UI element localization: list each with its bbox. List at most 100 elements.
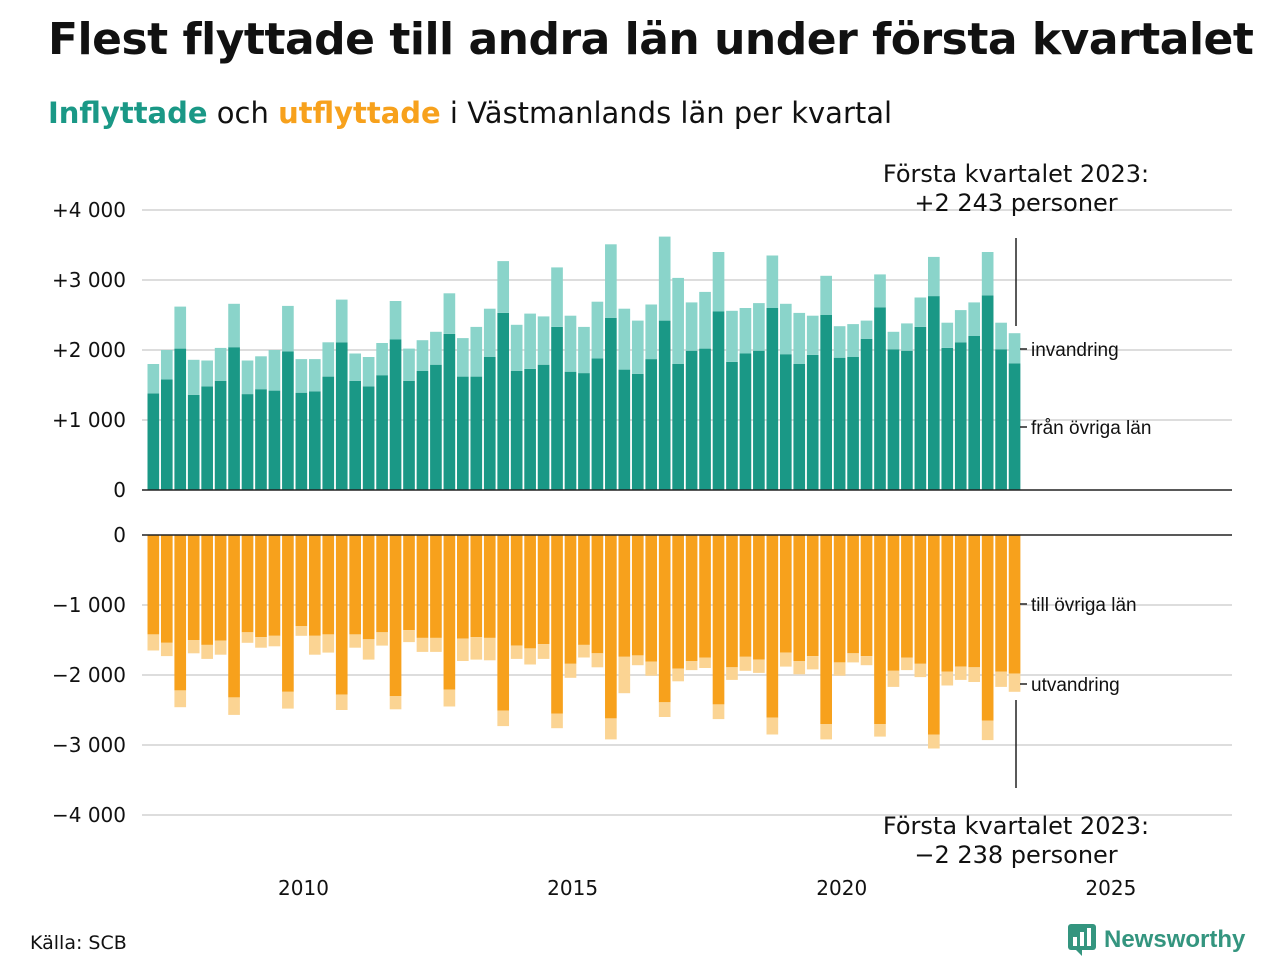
bar-utvandring <box>457 638 469 661</box>
bar-utvandring <box>699 657 711 668</box>
newsworthy-logo[interactable]: Newsworthy <box>1068 924 1245 956</box>
bar-fran-ovriga-lan <box>605 317 617 490</box>
bar-fran-ovriga-lan <box>954 342 967 490</box>
bar-fran-ovriga-lan <box>887 349 900 490</box>
bar-till-ovriga-lan <box>605 535 617 719</box>
bar-fran-ovriga-lan <box>470 376 483 490</box>
annotation-bottom-line1: Första kvartalet 2023: <box>883 812 1149 840</box>
bar-fran-ovriga-lan <box>578 373 590 490</box>
annotation-top-line2: +2 243 personer <box>914 189 1117 217</box>
bar-utvandring <box>255 637 267 648</box>
lower-y-tick-label: −1 000 <box>52 593 126 617</box>
bar-till-ovriga-lan <box>645 535 658 662</box>
bar-till-ovriga-lan <box>564 535 577 664</box>
bar-invandring <box>282 305 294 352</box>
bar-invandring <box>322 342 335 377</box>
bar-till-ovriga-lan <box>954 535 967 667</box>
bar-invandring <box>430 331 442 365</box>
bar-utvandring <box>335 694 348 710</box>
bar-fran-ovriga-lan <box>416 371 429 490</box>
bar-invandring <box>631 320 644 374</box>
bar-till-ovriga-lan <box>524 535 536 649</box>
bar-till-ovriga-lan <box>901 535 913 658</box>
bar-fran-ovriga-lan <box>174 348 187 490</box>
bar-invandring <box>753 303 765 351</box>
lower-y-tick-label: 0 <box>113 523 126 547</box>
bar-utvandring <box>349 634 362 648</box>
bar-fran-ovriga-lan <box>779 354 792 490</box>
bar-till-ovriga-lan <box>833 535 846 663</box>
bar-till-ovriga-lan <box>214 535 227 641</box>
bar-invandring <box>510 324 523 371</box>
x-tick-label: 2020 <box>816 876 867 900</box>
bar-utvandring <box>968 667 981 682</box>
label-layer: 0 +1 000 +2 000 +3 000 +4 000 0 −1 000 −2 000 −3… <box>52 198 1136 900</box>
bar-till-ovriga-lan <box>699 535 711 658</box>
upper-y-tick-label: +4 000 <box>52 198 126 222</box>
bar-utvandring <box>201 644 213 659</box>
bar-invandring <box>874 274 886 308</box>
bar-utvandring <box>174 690 187 708</box>
bar-utvandring <box>510 645 523 659</box>
axis-layer <box>142 489 1232 536</box>
legend-fran-ovriga-lan: från övriga län <box>1031 418 1151 439</box>
bar-fran-ovriga-lan <box>322 376 335 490</box>
bar-invandring <box>578 326 590 374</box>
bar-till-ovriga-lan <box>860 535 873 657</box>
x-tick-label: 2010 <box>278 876 329 900</box>
bar-fran-ovriga-lan <box>335 342 348 490</box>
bar-till-ovriga-lan <box>941 535 954 672</box>
bar-invandring <box>389 301 402 340</box>
bar-invandring <box>941 322 954 348</box>
bar-invandring <box>497 261 510 313</box>
bar-till-ovriga-lan <box>362 535 375 640</box>
bar-invandring <box>766 255 779 308</box>
bar-fran-ovriga-lan <box>847 357 859 490</box>
bar-fran-ovriga-lan <box>430 364 442 490</box>
bar-fran-ovriga-lan <box>672 364 684 490</box>
bar-fran-ovriga-lan <box>645 359 658 490</box>
bar-utvandring <box>403 630 415 643</box>
bar-fran-ovriga-lan <box>457 376 469 490</box>
bar-till-ovriga-lan <box>282 535 294 692</box>
bar-fran-ovriga-lan <box>349 380 362 490</box>
bar-invandring <box>981 252 994 296</box>
bar-till-ovriga-lan <box>470 535 483 638</box>
bar-utvandring <box>308 635 321 655</box>
bar-utvandring <box>389 696 402 710</box>
chart-title: Flest flyttade till andra län under förs… <box>48 14 1254 65</box>
bar-invandring <box>362 357 375 387</box>
bar-fran-ovriga-lan <box>833 357 846 490</box>
bar-fran-ovriga-lan <box>362 386 375 490</box>
bar-invandring <box>187 359 200 395</box>
bar-invandring <box>443 293 456 334</box>
bar-till-ovriga-lan <box>160 535 173 643</box>
bar-till-ovriga-lan <box>416 535 429 638</box>
bar-till-ovriga-lan <box>887 535 900 671</box>
bar-utvandring <box>416 637 429 652</box>
bar-utvandring <box>430 637 442 652</box>
bar-till-ovriga-lan <box>228 535 240 698</box>
bar-till-ovriga-lan <box>403 535 415 631</box>
bar-till-ovriga-lan <box>308 535 321 636</box>
bar-invandring <box>685 302 698 351</box>
bar-utvandring <box>941 671 954 686</box>
bar-invandring <box>160 350 173 380</box>
bar-invandring <box>241 360 254 395</box>
bar-utvandring <box>282 691 294 709</box>
bar-utvandring <box>753 659 765 673</box>
lower-y-tick-label: −3 000 <box>52 733 126 757</box>
upper-y-tick-label: 0 <box>113 478 126 502</box>
bar-utvandring <box>564 663 577 678</box>
bar-fran-ovriga-lan <box>308 391 321 490</box>
bar-utvandring <box>160 642 173 657</box>
bar-invandring <box>524 313 536 369</box>
bar-fran-ovriga-lan <box>874 307 886 490</box>
bar-invandring <box>564 315 577 372</box>
bar-till-ovriga-lan <box>726 535 738 668</box>
bar-invandring <box>726 310 738 362</box>
bar-invandring <box>591 301 604 359</box>
bar-utvandring <box>712 704 725 720</box>
bar-fran-ovriga-lan <box>282 351 294 490</box>
bar-fran-ovriga-lan <box>443 333 456 490</box>
